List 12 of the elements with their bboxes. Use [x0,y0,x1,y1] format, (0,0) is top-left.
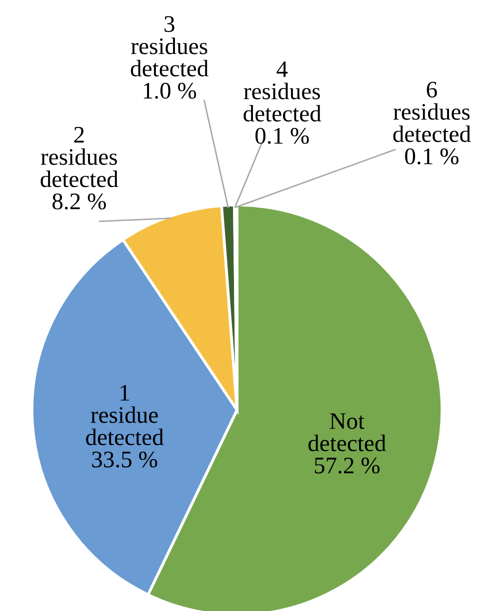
data-label: 8.2 % [52,193,106,210]
slice-label: 6 residues detected [393,82,471,142]
data-label: 0.1 % [255,128,309,144]
data-label: 1.0 % [144,82,196,99]
slice-label: 3 residues detected [130,16,208,76]
slice-label: 2 residues detected [40,126,118,188]
slice-label: 1 residue detected [86,384,164,446]
data-label: 33.5 % [92,452,158,468]
data-label: 57.2 % [314,458,380,474]
data-label: 0.1 % [405,148,458,164]
slice-label: 4 residues detected [244,61,322,122]
slice-label: Not detected [308,413,386,452]
